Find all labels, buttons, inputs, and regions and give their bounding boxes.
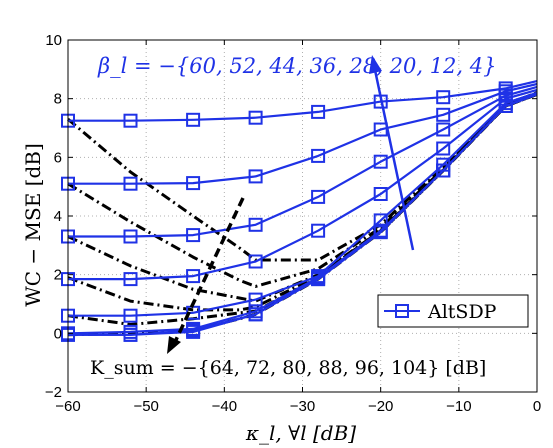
legend: AltSDP (377, 294, 529, 328)
y-tick-label: 0 (54, 325, 62, 342)
series-marker (248, 169, 263, 184)
ksum-curve (67, 92, 538, 312)
series-marker (436, 90, 451, 105)
ksum-arrow-head (167, 336, 181, 354)
series-marker (311, 272, 326, 287)
series-marker (248, 217, 263, 232)
series-marker (123, 308, 138, 323)
series-line (68, 85, 538, 238)
y-tick-label: −2 (45, 384, 62, 401)
x-axis-title: κ_l, ∀l [dB] (245, 421, 356, 445)
series-marker (248, 254, 263, 269)
y-tick-label: 10 (45, 32, 62, 49)
x-tick-label: −20 (368, 398, 393, 415)
x-tick-label: −50 (133, 398, 158, 415)
series-marker (248, 110, 263, 125)
series-marker (436, 107, 451, 122)
x-tick-label: −30 (290, 398, 315, 415)
series-marker (186, 112, 201, 127)
series-marker (123, 229, 138, 244)
series-marker (436, 122, 451, 137)
series-marker (311, 104, 326, 119)
series-marker (248, 307, 263, 322)
y-tick-label: 2 (54, 267, 62, 284)
series-line (68, 91, 538, 317)
series-marker (311, 189, 326, 204)
x-tick-label: −40 (212, 398, 237, 415)
series-marker (186, 269, 201, 284)
series-marker (123, 113, 138, 128)
series-marker (436, 141, 451, 156)
grid (68, 40, 537, 392)
series-marker (186, 176, 201, 191)
series-line (68, 80, 538, 122)
x-tick-label: 0 (533, 398, 541, 415)
ksum-annotation: K_sum = −{64, 72, 80, 88, 96, 104} [dB] (90, 357, 486, 379)
legend-label: AltSDP (427, 301, 497, 323)
x-tick-label: −60 (55, 398, 80, 415)
series-marker (123, 272, 138, 287)
series-marker (373, 154, 388, 169)
y-tick-label: 8 (54, 91, 62, 108)
altsdp-series (61, 80, 538, 342)
y-axis-title: WC − MSE [dB] (21, 143, 45, 307)
ksum-curve (67, 91, 538, 262)
ksum-arrow-shaft (173, 197, 245, 343)
series-marker (123, 176, 138, 191)
series-marker (436, 163, 451, 178)
series-marker (186, 228, 201, 243)
series-line (68, 82, 538, 185)
series-line (68, 88, 538, 281)
legend-marker (395, 304, 409, 318)
series-marker (311, 223, 326, 238)
series-marker (498, 99, 513, 113)
y-tick-label: 4 (54, 208, 62, 225)
series-marker (186, 324, 201, 339)
series-marker (123, 327, 138, 342)
series-line (68, 93, 538, 336)
beta-arrow-shaft (373, 69, 415, 251)
series-marker (311, 148, 326, 163)
x-tick-label: −10 (446, 398, 471, 415)
series-marker (373, 225, 388, 240)
beta-annotation: β_l = −{60, 52, 44, 36, 28, 20, 12, 4} (97, 54, 497, 78)
y-tick-label: 6 (54, 149, 62, 166)
series-marker (373, 187, 388, 201)
beta-arrow-head (369, 55, 382, 74)
